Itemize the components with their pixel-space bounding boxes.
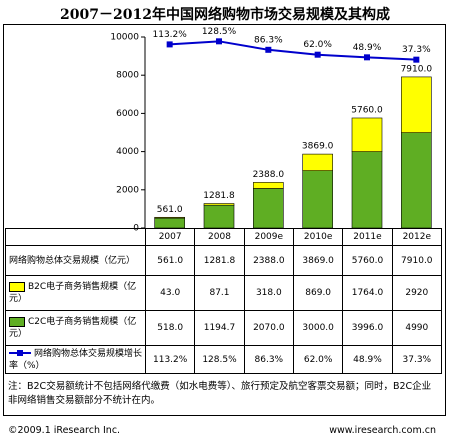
table-cell: 1281.8	[194, 245, 245, 276]
line-marker	[314, 51, 321, 58]
table-cell: 2388.0	[243, 245, 294, 276]
table-cell: 3000.0	[292, 310, 344, 346]
bar	[351, 117, 383, 152]
row-label: C2C电子商务销售规模（亿元）	[5, 310, 146, 346]
x-tick-label: 2011e	[342, 228, 393, 246]
total-label: 2388.0	[253, 170, 285, 180]
line-label: 113.2%	[153, 30, 188, 40]
table-cell: 43.0	[144, 275, 196, 311]
row-label: 网络购物总体交易规模（亿元）	[5, 245, 146, 276]
table-cell: 37.3%	[391, 345, 442, 374]
bar	[401, 76, 432, 133]
table-cell: 5760.0	[342, 245, 393, 276]
y-tick-label: 2000	[116, 185, 139, 195]
table-cell: 1194.7	[194, 310, 245, 346]
total-label: 3869.0	[302, 142, 334, 152]
bar	[203, 203, 235, 206]
table-corner	[5, 228, 146, 246]
legend-label: C2C电子商务销售规模（亿元）	[9, 317, 137, 339]
legend-swatch	[9, 316, 25, 327]
y-tick-label: 8000	[116, 71, 139, 81]
x-tick-label: 2012e	[391, 228, 442, 246]
line-label: 62.0%	[303, 40, 332, 50]
table-cell: 869.0	[292, 275, 344, 311]
table-cell: 48.9%	[342, 345, 393, 374]
table-cell: 2920	[391, 275, 442, 311]
table-cell: 3996.0	[342, 310, 393, 346]
y-tick-label: 10000	[110, 33, 139, 43]
table-header: 2007 2008 2009e 2010e 2011e 2012e	[5, 228, 442, 246]
row-label: B2C电子商务销售规模（亿元）	[5, 275, 146, 311]
x-tick-label: 2007	[144, 228, 196, 246]
total-label: 7910.0	[401, 64, 433, 74]
legend-swatch	[9, 281, 25, 292]
table-cell: 561.0	[144, 245, 196, 276]
table-cell: 1764.0	[342, 275, 393, 311]
total-label: 561.0	[157, 205, 183, 215]
table-cell: 318.0	[243, 275, 294, 311]
frame	[3, 24, 446, 416]
line-label: 128.5%	[202, 27, 237, 37]
table-cell: 2070.0	[243, 310, 294, 346]
bar	[154, 216, 185, 219]
x-tick-label: 2009e	[243, 228, 294, 246]
table-cell: 87.1	[194, 275, 245, 311]
x-tick-label: 2010e	[292, 228, 344, 246]
note: 注：B2C交易额统计不包括网络代缴费（如水电费等）、旅行预定及航空客票交易额；同…	[8, 381, 432, 406]
y-tick-label: 6000	[116, 109, 139, 119]
bar	[154, 217, 185, 229]
table-cell: 7910.0	[391, 245, 442, 276]
total-label: 1281.8	[203, 191, 235, 201]
bar	[302, 170, 333, 229]
bar	[351, 151, 383, 229]
row-label: 网络购物总体交易规模增长率（%）	[5, 345, 146, 374]
bar	[203, 204, 235, 229]
legend-label: 网络购物总体交易规模增长率（%）	[9, 348, 143, 371]
table-cell: 62.0%	[292, 345, 344, 374]
footer-right: www.iresearch.com.cn	[329, 425, 436, 436]
x-tick-label: 2008	[194, 228, 245, 246]
legend-label: B2C电子商务销售规模（亿元）	[9, 282, 137, 304]
bar	[302, 153, 333, 171]
line-label: 48.9%	[353, 43, 382, 53]
line-marker	[265, 46, 272, 53]
line	[169, 40, 417, 61]
line-marker	[364, 54, 370, 61]
bar	[401, 132, 432, 229]
y-tick-label: 4000	[116, 147, 139, 157]
line-label: 37.3%	[402, 45, 431, 55]
bar	[253, 182, 284, 189]
table-cell: 3869.0	[292, 245, 344, 276]
line-marker	[166, 41, 173, 48]
footer-left: ©2009.1 iResearch Inc.	[8, 425, 121, 436]
table-cell: 86.3%	[243, 345, 294, 374]
legend-swatch	[9, 349, 31, 357]
table-row: B2C电子商务销售规模（亿元） 43.0 87.1 318.0 869.0 1764.0 2…	[5, 275, 442, 311]
table-cell: 518.0	[144, 310, 196, 346]
line-label: 86.3%	[254, 35, 283, 45]
table-row: C2C电子商务销售规模（亿元） 518.0 1194.7 2070.0 3000.0 39…	[5, 310, 442, 346]
total-label: 5760.0	[351, 105, 383, 115]
legend-label: 网络购物总体交易规模（亿元）	[9, 255, 136, 266]
table-cell: 128.5%	[194, 345, 245, 374]
table-row: 网络购物总体交易规模（亿元） 561.0 1281.8 2388.0 3869.0 576…	[5, 245, 442, 276]
line-marker	[413, 56, 420, 63]
data-table: 2007 2008 2009e 2010e 2011e 2012e 网络购物总体交易规模（亿…	[5, 228, 442, 374]
chart-title: 2007－2012年中国网络购物市场交易规模及其构成	[60, 7, 390, 23]
table-row: 网络购物总体交易规模增长率（%） 113.2% 128.5% 86.3% 62.0% 48…	[5, 345, 442, 374]
bar	[253, 188, 284, 229]
line-marker	[216, 38, 222, 45]
table-cell: 113.2%	[144, 345, 196, 374]
table-cell: 4990	[391, 310, 442, 346]
